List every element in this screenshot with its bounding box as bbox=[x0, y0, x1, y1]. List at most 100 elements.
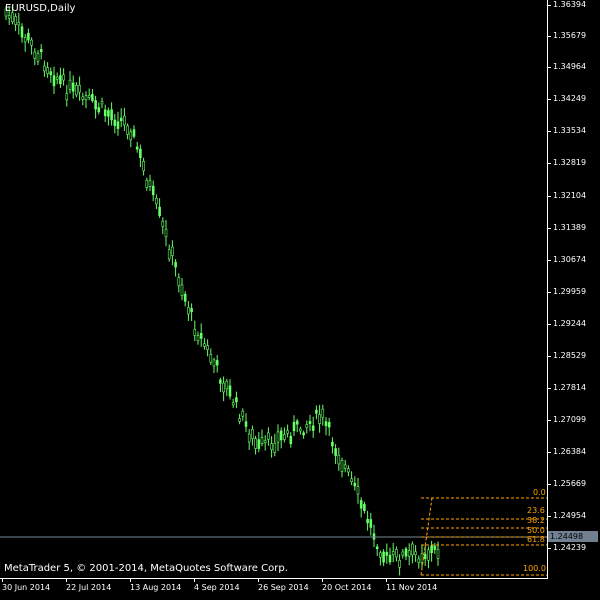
candle-body bbox=[311, 425, 315, 431]
price-tick-label: 1.31389 bbox=[553, 223, 587, 232]
candle-body bbox=[404, 548, 408, 557]
candle-body bbox=[369, 519, 373, 528]
price-tick-label: 1.34964 bbox=[553, 62, 587, 71]
candle-body bbox=[270, 443, 273, 450]
candle-body bbox=[180, 284, 184, 296]
candle-body bbox=[196, 335, 200, 342]
candle-body bbox=[359, 500, 363, 509]
candle-body bbox=[139, 148, 142, 159]
candle-body bbox=[20, 26, 24, 38]
candle-body bbox=[334, 448, 337, 456]
fib-trend-line bbox=[420, 497, 433, 576]
candle-body bbox=[110, 109, 113, 121]
candle-body bbox=[135, 146, 139, 150]
candle-body bbox=[177, 277, 181, 287]
candle-body bbox=[17, 22, 21, 26]
price-tick-label: 1.26384 bbox=[553, 447, 587, 456]
candle-body bbox=[385, 551, 389, 556]
candle-body bbox=[167, 249, 171, 260]
date-tick-label: 13 Aug 2014 bbox=[130, 583, 182, 592]
candle-body bbox=[222, 382, 225, 393]
candle-body bbox=[59, 75, 62, 85]
candle-body bbox=[4, 8, 8, 17]
candle-body bbox=[107, 110, 110, 117]
candle-body bbox=[206, 345, 209, 350]
candle-body bbox=[119, 117, 123, 122]
candle-body bbox=[43, 65, 46, 72]
candle-body bbox=[62, 74, 65, 81]
candle-body bbox=[388, 554, 392, 563]
candle-body bbox=[414, 551, 417, 556]
candle-body bbox=[391, 551, 395, 556]
candle-body bbox=[33, 51, 37, 59]
candle-body bbox=[113, 119, 117, 126]
current-price-badge: 1.24498 bbox=[548, 531, 598, 542]
date-tick-marks bbox=[2, 578, 387, 582]
candle-body bbox=[347, 468, 350, 473]
candle-body bbox=[212, 359, 216, 367]
fib-level-label: 0.0 bbox=[533, 488, 546, 497]
price-tick-label: 1.34249 bbox=[553, 94, 587, 103]
candle-body bbox=[423, 553, 427, 560]
candle-body bbox=[260, 437, 264, 444]
candle-body bbox=[417, 558, 421, 563]
candle-body bbox=[343, 464, 347, 469]
candle-body bbox=[203, 343, 206, 347]
candle-body bbox=[46, 67, 49, 74]
fib-level-label: 23.6 bbox=[527, 506, 545, 515]
price-tick-label: 1.24239 bbox=[553, 543, 587, 552]
fibonacci-retracement[interactable] bbox=[420, 497, 547, 576]
candle-body bbox=[27, 32, 30, 41]
candle-body bbox=[382, 551, 385, 563]
candle-body bbox=[366, 518, 369, 524]
candle-body bbox=[87, 95, 91, 98]
price-tick-marks bbox=[547, 5, 551, 549]
price-tick-label: 1.33534 bbox=[553, 126, 587, 135]
candle-body bbox=[433, 545, 437, 550]
candle-body bbox=[199, 332, 203, 339]
candle-body bbox=[219, 379, 222, 384]
candle-body bbox=[411, 543, 414, 556]
candle-body bbox=[238, 418, 241, 422]
candle-body bbox=[430, 545, 433, 554]
candle-body bbox=[39, 49, 43, 53]
candle-body bbox=[132, 129, 136, 137]
date-tick-label: 4 Sep 2014 bbox=[194, 583, 240, 592]
price-tick-label: 1.25669 bbox=[553, 479, 587, 488]
candle-body bbox=[65, 93, 69, 101]
candle-body bbox=[289, 435, 293, 445]
candle-body bbox=[247, 433, 251, 443]
fib-level-label: 38.2 bbox=[527, 516, 545, 525]
candle-body bbox=[84, 95, 88, 101]
candle-body bbox=[171, 246, 174, 256]
candle-body bbox=[23, 37, 27, 43]
candle-body bbox=[295, 420, 299, 425]
candle-body bbox=[228, 385, 232, 397]
candle-body bbox=[91, 94, 94, 101]
candle-body bbox=[36, 52, 40, 62]
date-tick-label: 26 Sep 2014 bbox=[258, 583, 309, 592]
price-tick-label: 1.30674 bbox=[553, 255, 587, 264]
candle-body bbox=[94, 100, 97, 110]
candle-body bbox=[129, 131, 133, 141]
candle-body bbox=[81, 96, 85, 100]
candle-body bbox=[327, 421, 331, 428]
candle-body bbox=[116, 121, 120, 129]
candle-body bbox=[340, 460, 344, 472]
candle-body bbox=[395, 549, 398, 558]
candle-body bbox=[71, 82, 75, 92]
candle-body bbox=[308, 421, 312, 424]
candle-body bbox=[379, 552, 382, 558]
candle-body bbox=[142, 161, 145, 172]
candle-body bbox=[292, 421, 296, 432]
candle-body bbox=[436, 549, 440, 559]
candle-body bbox=[231, 402, 235, 406]
candle-body bbox=[302, 432, 305, 436]
price-tick-label: 1.27099 bbox=[553, 415, 587, 424]
candle-body bbox=[145, 180, 149, 188]
price-tick-label: 1.29959 bbox=[553, 287, 587, 296]
candle-body bbox=[244, 421, 248, 427]
candle-body bbox=[279, 430, 283, 441]
